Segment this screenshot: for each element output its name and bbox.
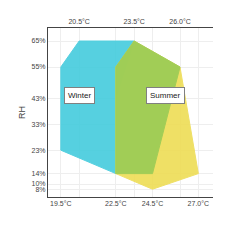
svg-text:10%: 10%: [32, 180, 46, 187]
svg-text:Summer: Summer: [150, 91, 181, 100]
svg-text:65%: 65%: [32, 37, 46, 44]
svg-text:23.5°C: 23.5°C: [123, 18, 144, 25]
svg-text:55%: 55%: [32, 63, 46, 70]
svg-text:22.5°C: 22.5°C: [105, 200, 126, 207]
svg-text:14%: 14%: [32, 170, 46, 177]
svg-text:23%: 23%: [32, 147, 46, 154]
svg-text:43%: 43%: [32, 95, 46, 102]
svg-text:27.0°C: 27.0°C: [188, 200, 209, 207]
svg-text:19.5°C: 19.5°C: [50, 200, 71, 207]
svg-text:8%: 8%: [35, 186, 45, 193]
svg-text:26.0°C: 26.0°C: [169, 18, 190, 25]
svg-text:20.5°C: 20.5°C: [68, 18, 89, 25]
svg-text:Winter: Winter: [68, 91, 91, 100]
svg-text:24.5°C: 24.5°C: [142, 200, 163, 207]
svg-text:RH: RH: [17, 106, 27, 119]
svg-text:33%: 33%: [32, 121, 46, 128]
